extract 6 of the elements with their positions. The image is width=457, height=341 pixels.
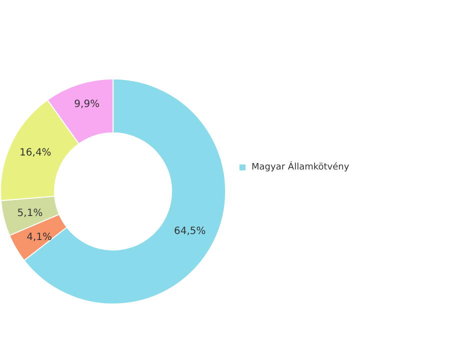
data-label: 4,1% [26, 232, 52, 244]
data-label: 9,9% [74, 99, 100, 110]
data-label: 5,1% [17, 208, 43, 219]
data-label: 16,4% [20, 148, 52, 159]
data-label: 64,5% [174, 226, 206, 238]
legend-label: Magyar Államkötvény [252, 160, 350, 172]
